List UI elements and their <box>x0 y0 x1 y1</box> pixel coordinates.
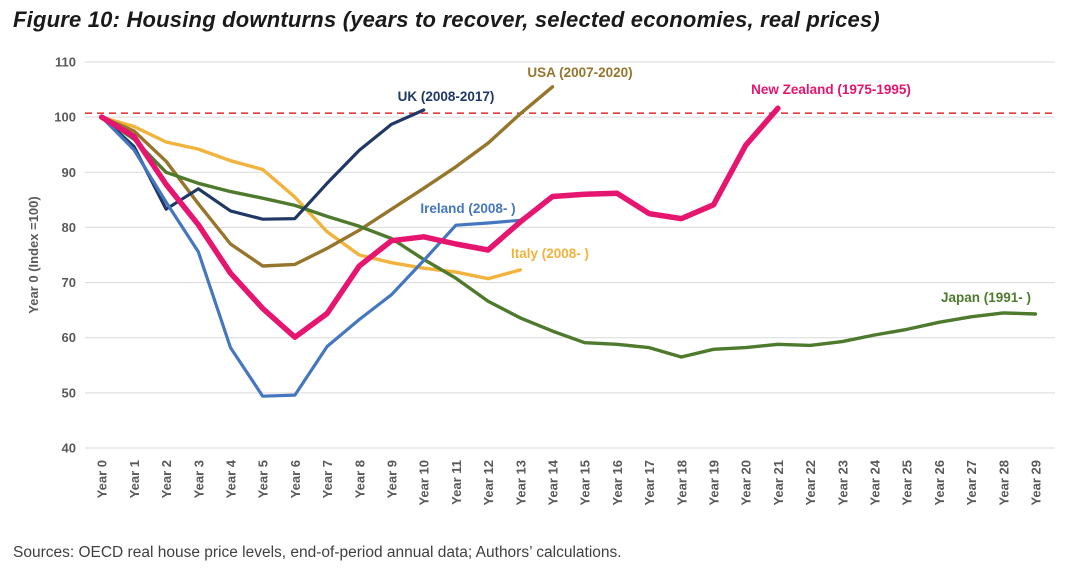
y-tick-label-60: 60 <box>62 330 76 345</box>
x-tick-label-29: Year 29 <box>1029 460 1044 506</box>
y-tick-label-50: 50 <box>62 385 76 400</box>
series-label-ireland: Ireland (2008- ) <box>420 201 515 216</box>
x-tick-label-25: Year 25 <box>900 460 915 506</box>
x-tick-label-3: Year 3 <box>191 460 206 498</box>
x-tick-label-7: Year 7 <box>320 460 335 498</box>
x-tick-label-6: Year 6 <box>288 460 303 498</box>
x-tick-label-18: Year 18 <box>674 460 689 506</box>
series-line-italy <box>99 115 522 281</box>
series-label-italy: Italy (2008- ) <box>511 246 589 261</box>
y-tick-label-40: 40 <box>62 441 76 456</box>
x-tick-label-8: Year 8 <box>352 460 367 498</box>
x-tick-label-24: Year 24 <box>868 459 883 505</box>
x-tick-label-13: Year 13 <box>513 460 528 506</box>
x-tick-label-2: Year 2 <box>159 460 174 498</box>
series-line-ireland <box>100 115 522 398</box>
x-tick-label-5: Year 5 <box>256 460 271 498</box>
x-tick-label-27: Year 27 <box>964 460 979 506</box>
x-tick-label-14: Year 14 <box>546 459 561 505</box>
x-tick-label-21: Year 21 <box>771 460 786 506</box>
source-note: Sources: OECD real house price levels, e… <box>13 544 622 561</box>
series-label-uk: UK (2008-2017) <box>398 89 495 104</box>
y-tick-label-70: 70 <box>62 275 76 290</box>
x-tick-label-1: Year 1 <box>127 460 142 498</box>
x-tick-label-20: Year 20 <box>739 460 754 506</box>
figure-title: Figure 10: Housing downturns (years to r… <box>13 7 880 32</box>
series-line-new-zealand <box>98 105 781 340</box>
x-tick-label-9: Year 9 <box>385 460 400 498</box>
series-label-new-zealand: New Zealand (1975-1995) <box>751 82 911 97</box>
x-tick-label-16: Year 16 <box>610 460 625 506</box>
x-tick-label-23: Year 23 <box>835 460 850 506</box>
x-tick-label-26: Year 26 <box>932 460 947 506</box>
y-tick-label-80: 80 <box>62 220 76 235</box>
x-tick-label-12: Year 12 <box>481 460 496 506</box>
series-label-usa: USA (2007-2020) <box>527 65 632 80</box>
series-line-japan <box>99 115 1038 359</box>
x-tick-label-28: Year 28 <box>996 460 1011 506</box>
x-tick-label-19: Year 19 <box>707 460 722 506</box>
y-tick-label-110: 110 <box>55 55 76 70</box>
x-tick-label-0: Year 0 <box>95 460 110 498</box>
y-tick-label-100: 100 <box>54 110 76 125</box>
y-tick-label-90: 90 <box>62 165 76 180</box>
series-line-uk <box>100 108 426 221</box>
x-tick-label-11: Year 11 <box>449 460 464 505</box>
x-tick-label-22: Year 22 <box>803 460 818 506</box>
y-axis-title: Year 0 (Index =100) <box>26 196 41 313</box>
series-label-japan: Japan (1991- ) <box>941 290 1031 305</box>
x-tick-label-4: Year 4 <box>224 459 239 498</box>
x-tick-label-15: Year 15 <box>578 460 593 506</box>
x-tick-label-10: Year 10 <box>417 460 432 506</box>
x-tick-label-17: Year 17 <box>642 460 657 506</box>
